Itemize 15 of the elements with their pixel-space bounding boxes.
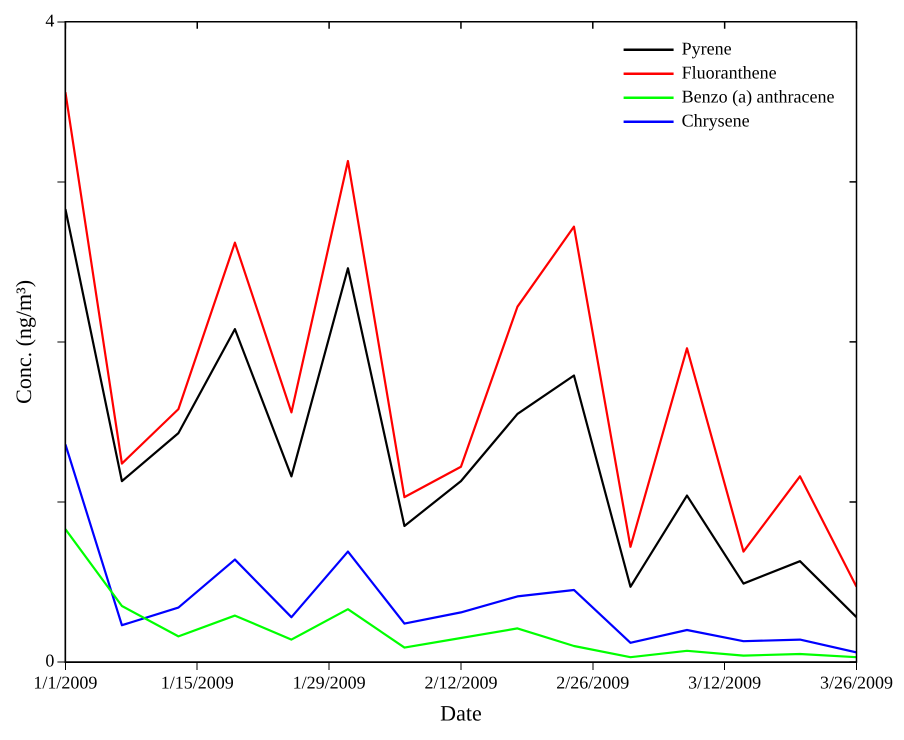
x-tick-label: 2/12/2009 <box>424 672 498 693</box>
legend-label: Chrysene <box>682 110 750 131</box>
legend-label: Pyrene <box>682 38 732 59</box>
x-tick-label: 1/29/2009 <box>292 672 366 693</box>
x-tick-label: 1/1/2009 <box>33 672 98 693</box>
y-tick-label: 4 <box>45 10 54 31</box>
legend-label: Fluoranthene <box>682 62 777 83</box>
y-tick-label: 0 <box>45 650 54 671</box>
x-tick-label: 1/15/2009 <box>160 672 234 693</box>
y-axis-title: Conc. (ng/m³) <box>10 280 36 404</box>
x-tick-label: 2/26/2009 <box>556 672 630 693</box>
legend-label: Benzo (a) anthracene <box>682 86 835 107</box>
x-axis-title: Date <box>440 700 482 726</box>
x-tick-label: 3/12/2009 <box>688 672 762 693</box>
x-tick-label: 3/26/2009 <box>820 672 894 693</box>
